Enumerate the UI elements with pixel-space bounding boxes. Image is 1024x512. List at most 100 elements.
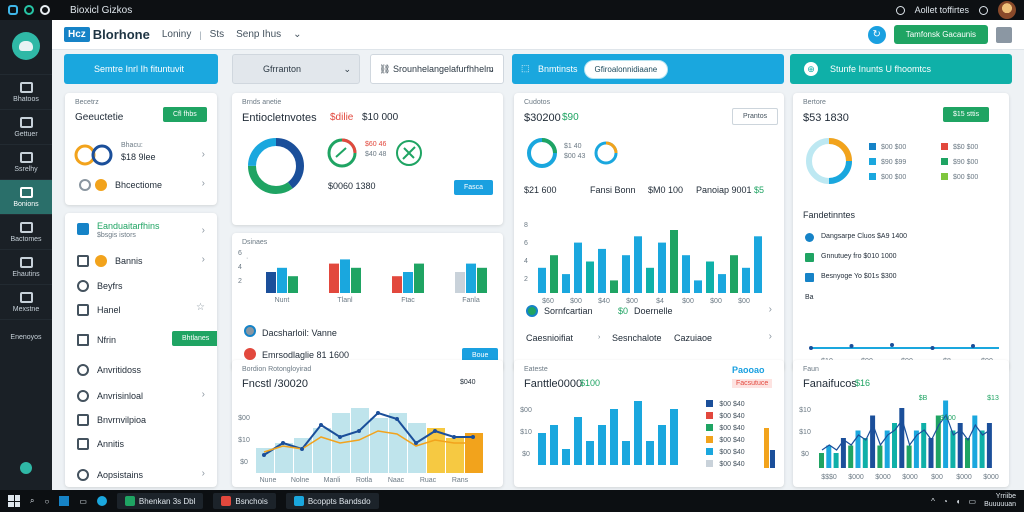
toggle-pill[interactable]: Gfiroalonnidiaane [583,59,669,79]
primary-cta-button[interactable]: Tamfonsk Gacaunis [893,25,988,44]
store-icon[interactable] [59,496,70,506]
sidebar-item-4[interactable]: Bonions [0,179,52,214]
star-icon[interactable]: ☆ [196,302,205,313]
chevron-down-icon[interactable]: ⌄ [293,29,302,40]
card-b-button[interactable]: Fasca [454,180,494,195]
app-icon [221,496,232,506]
clock-icon[interactable] [895,5,905,15]
toolbar-button-5[interactable]: ⊕ Stunfe Inunts U fhoomtcs [790,54,1012,84]
legend-label: $00 $40 [719,401,744,408]
card-action-button[interactable]: Cfl fhbs [163,107,207,122]
toolbar-button-1[interactable]: Semtre Inrl Ih fituntuvit [64,54,218,84]
card-bar-analytics: Cudotos $30200 $90 Prantos $1 40 $00 43 … [514,93,784,371]
windows-start-icon[interactable] [8,495,20,507]
folder-icon[interactable]: ▭ [79,496,87,506]
bar [646,267,654,293]
help-icon [77,469,89,481]
legend-label: $00 $40 [719,413,744,420]
taskbar-app-1[interactable]: Bhenkan 3s Dbl [116,493,204,509]
user-avatar[interactable] [998,1,1016,19]
profile-icon[interactable] [996,26,1012,43]
bar [351,267,361,293]
point [262,453,266,457]
sidebar-item-6[interactable]: Ehautins [0,249,52,284]
chevron-right-icon[interactable]: › [598,334,601,341]
bar [288,276,298,293]
card-bar-legend: Eateste Fanttle0000 $100 Paooao Facsutuc… [514,360,784,487]
sidebar-item-8[interactable]: Enenoyos [0,319,52,354]
list-action-button[interactable]: Bhtlanes [172,331,217,346]
point [849,344,854,348]
refresh-icon[interactable] [24,5,34,15]
battery-icon[interactable]: ▭ [968,496,977,506]
clock[interactable]: Yrriibe Buuuuuan [984,493,1016,508]
bar [586,441,594,465]
status-icon[interactable] [20,462,32,474]
network-icon[interactable]: ◔ [942,496,948,506]
taskbar-app-3[interactable]: Bcoppts Bandsdo [285,493,379,509]
chevron-right-icon[interactable]: › [201,178,205,189]
bar [928,438,934,468]
settings-icon[interactable] [40,5,50,15]
chevron-right-icon[interactable]: › [201,254,205,265]
card-title: Geeuctetie [75,112,124,123]
logo-icon[interactable] [12,32,40,60]
chevron-right-icon[interactable]: › [768,304,772,315]
card-c-button[interactable]: Prantos [732,108,779,125]
annotation: $B [919,395,928,402]
info-icon[interactable] [979,5,988,15]
bar [986,423,992,468]
chevron-right-icon[interactable]: › [201,468,205,479]
nav-link-2[interactable]: Sts [209,29,225,40]
series-line [821,413,991,451]
point [338,435,342,439]
sidebar-item-5[interactable]: Bactomes [0,214,52,249]
nav-link-1[interactable]: Loniny [161,29,192,40]
table-icon [19,221,33,233]
x-tick-label: $00 [570,298,582,305]
bar [550,255,558,293]
brand-name[interactable]: Blorhone [92,27,150,42]
legend-swatch [706,436,713,443]
x-tick-label: $000 [848,474,864,481]
sidebar-item-2[interactable]: Gettuer [0,109,52,144]
x-tick-label: Ftac [401,297,415,304]
volume-icon[interactable]: ◖ [955,496,961,506]
bar [446,438,464,473]
taskbar-app-2[interactable]: Bsnchois [213,493,276,509]
bar [538,433,546,465]
chevron-up-icon[interactable]: ^ [931,496,935,506]
edge-icon[interactable] [96,496,107,506]
sidebar-item-1[interactable]: Bhatoos [0,74,52,109]
task-view-icon[interactable]: ○ [44,496,50,506]
nav-link-3[interactable]: Senp Ihus [236,29,282,40]
search-icon[interactable]: ⌕ [30,496,35,505]
toolbar-toggle-group[interactable]: ⬚ Bnmtinsts Gfiroalonnidiaane [512,54,784,84]
bar [313,428,331,473]
bar-chart-c: 8 6 4 2 $60 $00 $40 $00 $4 $00 $00 $00 [524,222,762,305]
x-tick-label: $000 [875,474,891,481]
x-tick-label: $00 [931,474,943,481]
chevron-right-icon[interactable]: › [201,389,205,400]
x-tick-label: $000 [956,474,972,481]
x-tick-label: $000 [902,474,918,481]
sidebar-item-7[interactable]: Mexstne [0,284,52,319]
card-f-button[interactable]: Boue [462,348,499,363]
bar [877,445,883,468]
annotation: $100 [940,415,956,422]
toolbar-select-2[interactable]: ⛓ Srounhelangelafurfhhelm ⌄ [370,54,504,84]
bar [574,417,582,465]
toolbar-select-1[interactable]: Gfrranton ⌄ [232,54,360,84]
x-tick-label: Tlanl [337,297,353,304]
chevron-right-icon[interactable]: › [201,149,205,160]
card-d-button[interactable]: $15 sttis [943,107,990,122]
chevron-right-icon[interactable]: › [201,225,205,236]
chevron-right-icon[interactable]: › [768,331,772,342]
sidebar-item-3[interactable]: Ssrelhy [0,144,52,179]
app-icon[interactable] [8,5,18,15]
bar [562,274,570,293]
refresh-button[interactable]: ↻ [867,25,886,44]
bar [670,409,678,465]
bar [477,267,487,293]
bar [351,408,369,473]
